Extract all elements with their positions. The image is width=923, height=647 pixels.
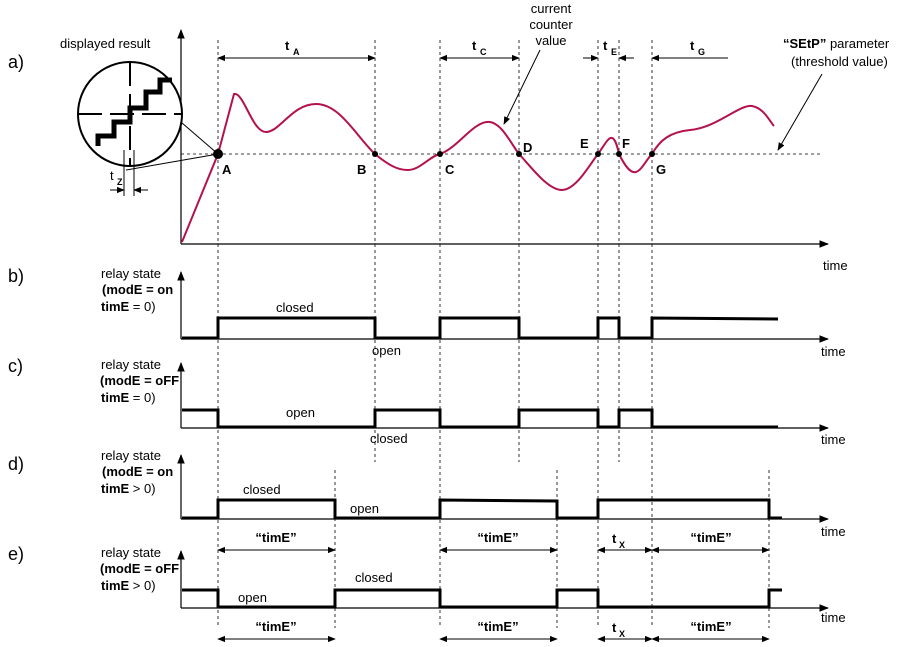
relay-d-signal (182, 498, 782, 520)
relay-c-mode: (modE = oFF (100, 373, 179, 388)
relay-e-open-label: open (238, 590, 267, 605)
tz-label: t (110, 168, 114, 183)
relay-b-mode: (modE = on (102, 282, 173, 297)
setp-label: “SEtP” parameter (783, 36, 890, 51)
relay-c-time: timE = 0) (101, 390, 156, 405)
panel-label-a: a) (8, 52, 24, 72)
point-E-label: E (580, 136, 589, 151)
point-C-marker (437, 151, 443, 157)
tz-sub: Z (117, 177, 123, 187)
threshold-label: (threshold value) (791, 54, 888, 69)
relay-b-signal (182, 316, 779, 340)
annotation-current: current (531, 1, 572, 16)
timE-label-e-2: “timE” (477, 619, 518, 634)
relay-panel-e: relay state (modE = oFF timE > 0) time o… (100, 545, 846, 643)
relay-panel-d: relay state (modE = on timE > 0) time cl… (101, 448, 846, 554)
interval-tA-sub: A (293, 47, 300, 57)
interval-tE-label: t (603, 38, 608, 53)
interval-tG-sub: G (698, 47, 705, 57)
relay-c-open-label: open (286, 405, 315, 420)
magnifier-step-curve (95, 77, 172, 146)
relay-b-closed-label: closed (276, 300, 314, 315)
tx-sub-e: X (619, 629, 625, 639)
y-axis-label: displayed result (60, 36, 151, 51)
relay-d-open-label: open (350, 501, 379, 516)
relay-panel-c: relay state (modE = oFF timE = 0) time o… (100, 357, 846, 447)
relay-c-title: relay state (101, 357, 161, 372)
point-G-marker (649, 151, 655, 157)
timE-label-e-3: “timE” (690, 619, 731, 634)
x-axis-label-a: time (823, 258, 848, 273)
tx-label-d: t (612, 531, 617, 546)
timE-label-d-3: “timE” (690, 530, 731, 545)
annotation-value: value (535, 33, 566, 48)
relay-e-signal (182, 588, 782, 609)
point-B-marker (372, 151, 378, 157)
counter-value-curve (181, 93, 775, 243)
point-G-label: G (656, 162, 666, 177)
panel-label-b: b) (8, 266, 24, 286)
point-A-label: A (222, 162, 232, 177)
magnifier-leader-bottom (125, 153, 219, 171)
annotation-current-arrow (503, 49, 541, 125)
setp-label-bold: “SEtP” (783, 36, 826, 51)
threshold-arrow (777, 73, 823, 151)
relay-e-time: timE > 0) (101, 578, 156, 593)
relay-b-time: timE = 0) (101, 299, 156, 314)
interval-tC-sub: C (480, 47, 487, 57)
relay-e-closed-label: closed (355, 570, 393, 585)
interval-tC-label: t (472, 38, 477, 53)
point-C-label: C (445, 162, 455, 177)
point-D-marker (516, 151, 522, 157)
timE-label-d-1: “timE” (255, 530, 296, 545)
x-axis-label-e: time (821, 610, 846, 625)
tx-sub-d: X (619, 540, 625, 550)
timE-label-d-2: “timE” (477, 530, 518, 545)
x-axis-label-d: time (821, 524, 846, 539)
relay-d-title: relay state (101, 448, 161, 463)
relay-b-title: relay state (101, 266, 161, 281)
interval-tA-label: t (285, 38, 290, 53)
point-B-label: B (357, 162, 366, 177)
relay-b-open-label: open (372, 343, 401, 358)
relay-e-mode: (modE = oFF (100, 561, 179, 576)
timE-label-e-1: “timE” (255, 619, 296, 634)
setp-label-rest: parameter (826, 36, 890, 51)
relay-panel-b: relay state (modE = on timE = 0) time cl… (101, 266, 846, 359)
panel-label-e: e) (8, 544, 24, 564)
panel-label-d: d) (8, 454, 24, 474)
relay-c-closed-label: closed (370, 431, 408, 446)
interval-tG-label: t (690, 38, 695, 53)
relay-d-mode: (modE = on (102, 464, 173, 479)
relay-e-title: relay state (101, 545, 161, 560)
point-F-label: F (622, 136, 630, 151)
annotation-counter: counter (529, 17, 573, 32)
x-axis-label-c: time (821, 432, 846, 447)
relay-d-time: timE > 0) (101, 481, 156, 496)
interval-tE-sub: E (611, 47, 617, 57)
point-D-label: D (523, 140, 532, 155)
point-E-marker (595, 151, 601, 157)
relay-d-closed-label: closed (243, 482, 281, 497)
magnifier-detail: t Z (77, 61, 219, 196)
tx-label-e: t (612, 620, 617, 635)
relay-c-signal (182, 408, 778, 429)
point-F-marker (616, 151, 622, 157)
panel-label-c: c) (8, 356, 23, 376)
x-axis-label-b: time (821, 344, 846, 359)
